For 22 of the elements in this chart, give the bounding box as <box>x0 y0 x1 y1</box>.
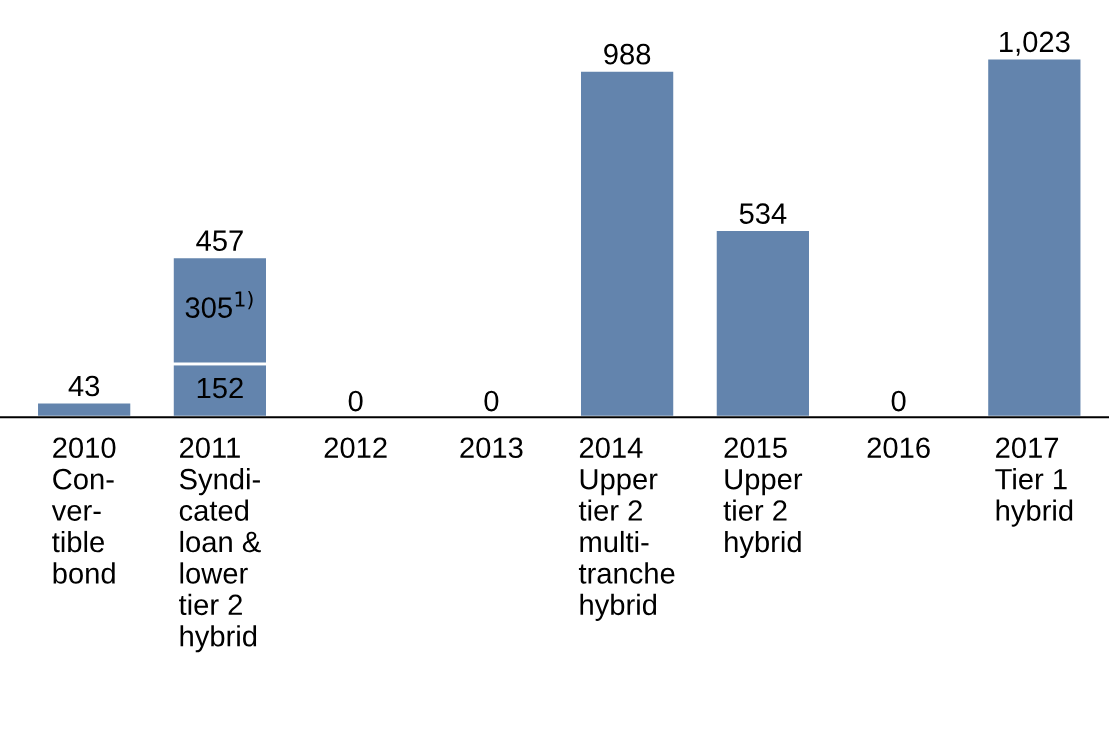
data-label: 0 <box>348 390 363 412</box>
data-label: 0 <box>484 390 499 412</box>
x-tick-label: 2010 Con- ver- tible bond <box>51 437 116 584</box>
data-label: 0 <box>891 390 906 412</box>
x-tick-label: 2012 <box>324 437 387 459</box>
data-label: 305$^{1)}$ <box>185 290 253 318</box>
total-label: 457 <box>196 230 243 251</box>
x-tick-label: 2016 <box>867 437 930 459</box>
x-tick-label: 2015 Upper tier 2 hybrid <box>723 437 803 559</box>
data-label: 534 <box>739 203 787 224</box>
x-tick-label: 2017 Tier 1 hybrid <box>995 437 1073 527</box>
x-tick-label: 2011 Syndi- cated loan & lower tier 2 hybrid <box>178 437 261 653</box>
bar <box>713 228 812 418</box>
data-label: 1,023 <box>1000 31 1070 56</box>
bar <box>35 400 134 418</box>
data-label: 988 <box>604 43 651 65</box>
x-tick-label: 2014 Upper tier 2 multi- tranche hybrid <box>578 437 675 621</box>
data-label: 152 <box>197 377 243 399</box>
bar <box>578 68 677 418</box>
x-tick-label: 2013 <box>460 437 523 459</box>
bar <box>985 56 1084 418</box>
data-label: 43 <box>68 375 100 397</box>
